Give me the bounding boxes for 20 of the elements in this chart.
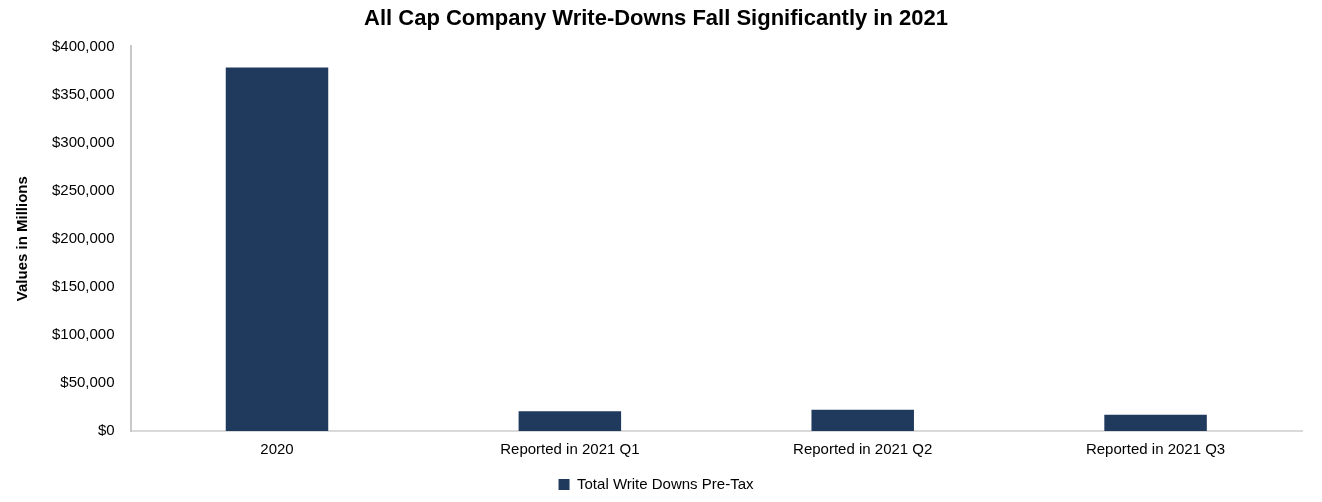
chart-title: All Cap Company Write-Downs Fall Significantly in 2021 xyxy=(364,5,948,31)
y-axis-title: Values in Millions xyxy=(13,176,31,302)
bar xyxy=(518,411,622,431)
y-tick-label: $100,000 xyxy=(51,324,115,342)
y-tick-label: $250,000 xyxy=(51,180,115,198)
x-tick-label: Reported in 2021 Q2 xyxy=(793,440,933,458)
y-tick-label: $50,000 xyxy=(60,373,115,391)
y-tick-label: $400,000 xyxy=(51,36,115,54)
bar xyxy=(811,409,914,431)
bar xyxy=(1104,414,1207,431)
y-tick-label: $150,000 xyxy=(51,276,115,294)
legend-label: Total Write Downs Pre-Tax xyxy=(577,474,754,492)
x-tick-label: Reported in 2021 Q1 xyxy=(500,440,640,458)
x-tick-label: Reported in 2021 Q3 xyxy=(1085,440,1226,458)
y-tick-label: $200,000 xyxy=(51,228,115,246)
y-tick-label: $0 xyxy=(97,421,115,439)
y-tick-label: $300,000 xyxy=(51,132,115,150)
x-tick-label: 2020 xyxy=(260,440,294,458)
bar xyxy=(225,67,329,431)
y-tick-label: $350,000 xyxy=(51,84,115,102)
